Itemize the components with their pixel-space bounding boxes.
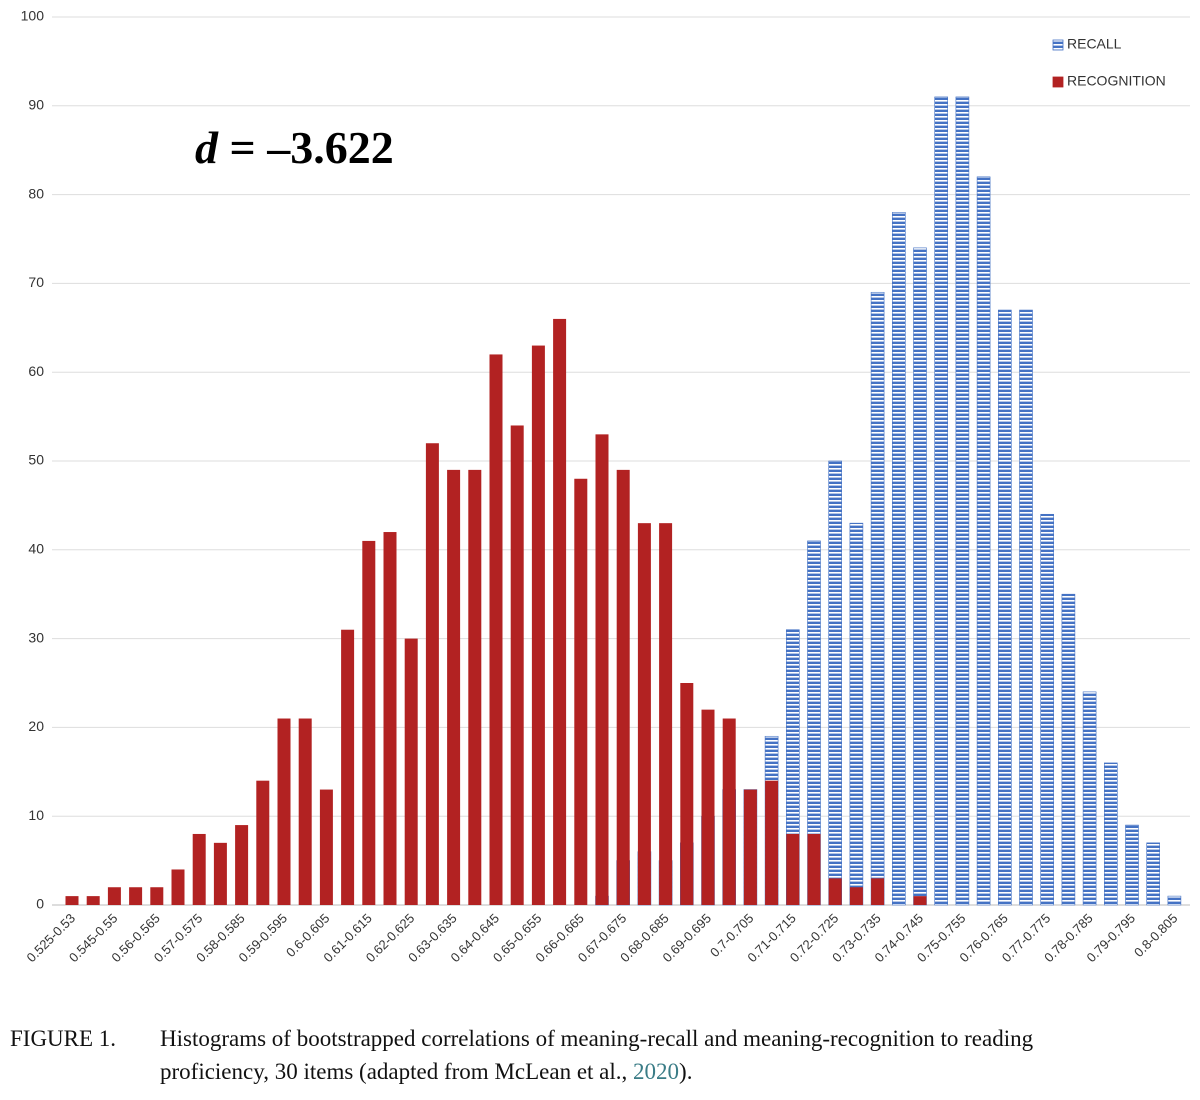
bar: [489, 354, 503, 905]
caption: FIGURE 1. Histograms of bootstrapped cor…: [10, 1022, 1190, 1088]
caption-line: Histograms of bootstrapped correlations …: [160, 1026, 1034, 1051]
bar: [1082, 691, 1097, 906]
bar: [891, 212, 906, 906]
y-tick-label: 60: [28, 363, 44, 379]
bar: [871, 878, 885, 905]
y-tick-label: 20: [28, 718, 44, 734]
bar: [192, 833, 206, 905]
bar: [595, 434, 609, 905]
annotation: d = –3.622: [195, 122, 394, 173]
bar: [659, 523, 673, 905]
y-tick-label: 100: [21, 8, 45, 24]
bar: [362, 540, 376, 905]
bar: [425, 443, 439, 905]
bar: [701, 709, 715, 905]
bar: [1019, 309, 1033, 906]
bar: [129, 887, 143, 905]
bar: [849, 887, 863, 905]
x-tick-label: 0.8-0.805: [1131, 911, 1180, 960]
bar: [1040, 513, 1054, 906]
bar: [468, 469, 482, 905]
annotation-variable: d: [195, 122, 219, 173]
bar: [722, 718, 736, 905]
bar: [319, 789, 333, 905]
bar: [743, 789, 757, 905]
bar: [1146, 842, 1160, 906]
bar: [1167, 895, 1182, 906]
bar: [553, 318, 567, 905]
y-tick-label: 0: [36, 896, 44, 912]
bar: [1061, 593, 1076, 906]
bar: [213, 842, 227, 905]
y-tick-label: 70: [28, 274, 44, 290]
bar: [1104, 762, 1118, 906]
bar: [341, 629, 355, 905]
bar: [65, 896, 79, 905]
bar: [383, 532, 397, 905]
bar: [150, 887, 164, 905]
bar: [171, 869, 185, 905]
bar: [786, 833, 800, 905]
bar: [849, 522, 864, 906]
bar: [997, 309, 1012, 906]
bar: [235, 825, 249, 905]
bar: [765, 780, 779, 905]
y-tick-label: 10: [28, 807, 44, 823]
bar: [574, 478, 588, 905]
bar: [404, 638, 418, 905]
caption-label: FIGURE 1.: [10, 1026, 117, 1051]
caption-line: proficiency, 30 items (adapted from McLe…: [160, 1059, 634, 1084]
legend-swatch: [1052, 39, 1064, 51]
caption-body: Histograms of bootstrapped correlations …: [160, 1022, 1190, 1088]
bar: [107, 887, 121, 905]
bar: [934, 96, 949, 906]
bar: [510, 425, 524, 905]
y-tick-label: 30: [28, 629, 44, 645]
bar: [1125, 824, 1139, 906]
bar: [637, 523, 651, 905]
bar: [976, 176, 991, 906]
chart: d = –3.622 01020304050607080901000.525-0…: [21, 8, 1190, 965]
bar: [531, 345, 545, 905]
bar: [616, 469, 630, 905]
bar: [955, 96, 970, 906]
bar: [828, 460, 843, 906]
legend-label: RECOGNITION: [1067, 73, 1166, 89]
bar: [913, 247, 927, 906]
bar: [277, 718, 291, 905]
bar: [870, 291, 885, 906]
bar: [807, 833, 821, 905]
legend-swatch: [1052, 76, 1064, 88]
bar: [256, 780, 270, 905]
bar: [298, 718, 312, 905]
y-tick-label: 50: [28, 452, 44, 468]
bar: [913, 896, 927, 905]
bar: [680, 683, 694, 905]
bar: [86, 896, 100, 905]
caption-year: 2020: [633, 1059, 680, 1084]
y-tick-label: 40: [28, 541, 44, 557]
caption-line: ).: [679, 1059, 693, 1084]
legend-label: RECALL: [1067, 36, 1122, 52]
bar: [828, 878, 842, 905]
y-tick-label: 90: [28, 97, 44, 113]
bar: [447, 469, 461, 905]
y-tick-label: 80: [28, 185, 44, 201]
annotation-text: = –3.622: [218, 122, 394, 173]
